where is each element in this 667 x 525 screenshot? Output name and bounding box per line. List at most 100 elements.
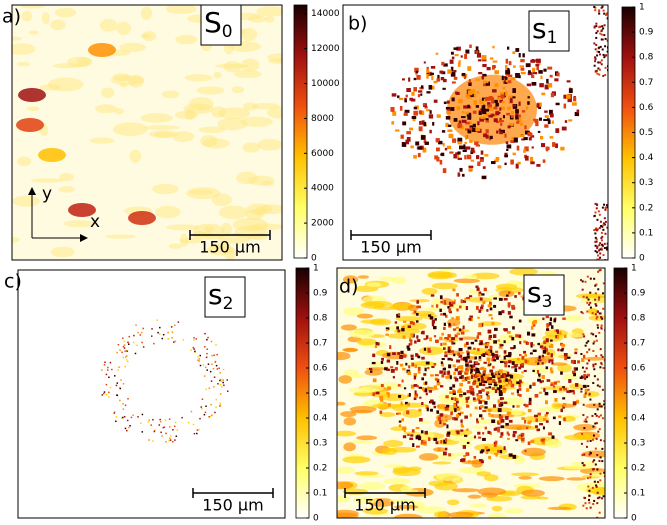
texture [606, 46, 608, 49]
texture [160, 421, 162, 423]
texture [431, 304, 434, 308]
texture [480, 405, 484, 409]
texture [508, 95, 513, 100]
texture [403, 429, 406, 432]
texture [583, 453, 586, 456]
texture [507, 302, 511, 307]
texture [481, 108, 486, 112]
texture [447, 129, 453, 133]
texture [205, 388, 208, 391]
texture [463, 454, 467, 458]
texture [595, 339, 598, 342]
texture [441, 358, 445, 361]
texture [502, 87, 506, 90]
texture [594, 422, 597, 425]
texture [487, 102, 491, 106]
texture [501, 397, 525, 406]
texture [563, 465, 592, 470]
colorbar-tick-label: 8000 [311, 114, 334, 124]
texture [574, 111, 580, 117]
texture [461, 458, 466, 462]
texture [472, 391, 475, 396]
texture [214, 361, 216, 363]
texture [443, 423, 447, 426]
texture [477, 121, 480, 126]
texture [520, 67, 525, 71]
texture [531, 81, 537, 86]
texture [417, 94, 421, 98]
texture [392, 111, 397, 116]
texture [597, 258, 600, 260]
texture [514, 368, 518, 373]
texture [488, 336, 492, 341]
texture [522, 53, 525, 58]
texture [505, 67, 510, 71]
texture [600, 63, 603, 66]
texture [467, 346, 472, 350]
texture [419, 417, 423, 422]
texture [511, 336, 515, 341]
texture [467, 494, 482, 499]
texture [598, 331, 601, 334]
texture [187, 421, 190, 424]
texture [557, 348, 560, 352]
texture [493, 114, 497, 117]
texture [454, 408, 457, 413]
texture [372, 392, 376, 396]
texture [453, 371, 456, 375]
texture [504, 361, 508, 364]
texture [113, 412, 115, 415]
texture [601, 206, 604, 209]
texture [426, 407, 429, 412]
texture [478, 291, 482, 295]
texture [581, 432, 584, 435]
texture [581, 462, 584, 465]
texture [472, 93, 477, 98]
texture [468, 82, 472, 87]
colorbar-tick-label: 0.2 [631, 464, 645, 474]
texture [511, 366, 514, 369]
texture [427, 437, 431, 442]
texture [447, 370, 450, 375]
texture [603, 223, 606, 226]
texture [417, 355, 421, 359]
colorbar-tick-label: 14000 [311, 9, 340, 19]
texture [544, 115, 549, 118]
texture [551, 325, 554, 329]
colorbar-tick-label: 0.3 [631, 439, 645, 449]
texture [423, 441, 427, 444]
texture [473, 369, 476, 372]
texture [404, 99, 407, 103]
texture [479, 99, 482, 104]
texture [442, 342, 447, 346]
texture [410, 145, 414, 149]
texture [357, 275, 370, 279]
texture [469, 139, 473, 143]
texture [530, 161, 535, 165]
texture [122, 356, 125, 359]
texture [151, 328, 153, 330]
texture [545, 400, 548, 405]
texture [601, 317, 604, 320]
texture [444, 337, 449, 340]
texture [475, 50, 479, 54]
texture [126, 350, 129, 352]
texture [520, 363, 524, 368]
texture [599, 268, 602, 271]
texture [546, 328, 550, 331]
texture [527, 421, 531, 425]
texture [479, 414, 483, 418]
texture [508, 122, 514, 126]
texture [430, 399, 434, 404]
texture [152, 440, 154, 442]
texture [342, 488, 368, 495]
texture [601, 244, 604, 247]
texture [199, 417, 201, 420]
texture [451, 97, 455, 102]
colorbar-tick-label: 0.6 [631, 364, 646, 374]
texture [165, 440, 167, 443]
texture [439, 159, 443, 165]
texture [410, 384, 415, 389]
texture [481, 175, 487, 180]
texture [356, 313, 374, 319]
